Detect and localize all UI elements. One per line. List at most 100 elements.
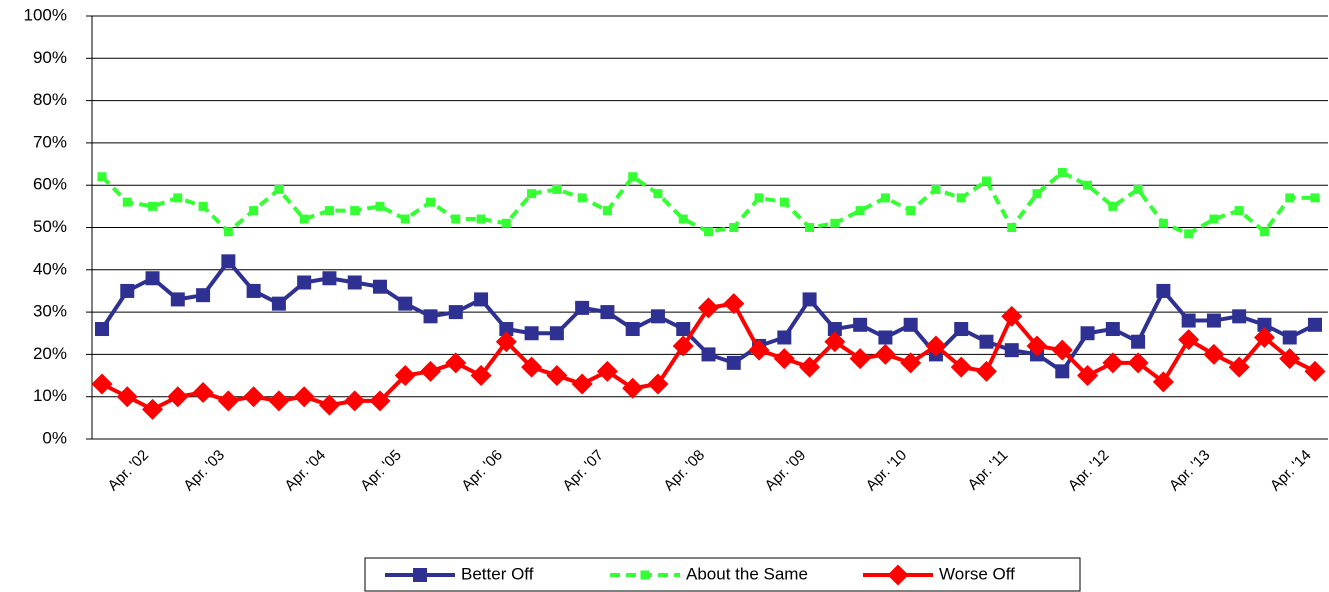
data-point (1156, 283, 1171, 298)
data-point (900, 352, 922, 374)
data-point (170, 292, 185, 307)
x-tick-label: Apr. '06 (458, 447, 506, 495)
data-point (297, 275, 312, 290)
data-point (246, 283, 261, 298)
data-point (802, 292, 817, 307)
data-point (600, 305, 615, 320)
data-point (423, 309, 438, 324)
legend-box (364, 557, 1081, 592)
data-point (1055, 364, 1070, 379)
data-point (1057, 168, 1067, 178)
data-point (400, 214, 410, 224)
data-point (849, 348, 871, 370)
data-point (344, 390, 366, 412)
data-point (748, 339, 770, 361)
data-point (1253, 326, 1275, 348)
data-point (372, 279, 387, 294)
data-point (830, 218, 840, 228)
data-point (1228, 356, 1250, 378)
data-point (925, 335, 947, 357)
data-point (426, 197, 436, 207)
data-point (97, 172, 107, 182)
data-point (698, 297, 719, 319)
data-point (552, 184, 562, 194)
data-point (499, 322, 514, 337)
data-point (148, 201, 158, 211)
data-point (299, 214, 309, 224)
x-tick-label: Apr. '09 (762, 447, 810, 495)
data-point (1102, 352, 1124, 374)
y-tick-label: 30% (33, 302, 67, 321)
data-point (575, 300, 590, 315)
y-tick-label: 20% (33, 344, 67, 363)
data-point (628, 172, 638, 182)
data-point (754, 193, 764, 203)
data-point (729, 223, 739, 232)
data-point (853, 317, 868, 332)
data-point (1133, 184, 1143, 194)
data-point (198, 201, 208, 211)
data-point (975, 360, 997, 382)
data-point (398, 296, 413, 311)
data-point (375, 201, 385, 211)
x-tick-label: Apr. '07 (559, 447, 607, 495)
data-point (448, 305, 463, 320)
data-point (223, 227, 233, 237)
data-point (546, 365, 568, 387)
data-point (625, 322, 640, 337)
data-point (91, 373, 113, 395)
data-point (318, 394, 340, 416)
legend-marker (413, 568, 427, 582)
data-point (878, 330, 893, 345)
data-point (221, 254, 236, 269)
x-tick-label: Apr. '13 (1166, 447, 1214, 495)
data-point (1077, 365, 1099, 387)
data-point (1108, 201, 1118, 211)
legend-label: About the Same (686, 564, 808, 583)
data-point (420, 360, 442, 382)
data-point (704, 227, 713, 237)
legend-item: Better Off (385, 564, 534, 583)
y-tick-label: 60% (33, 175, 67, 194)
data-point (1007, 223, 1017, 232)
data-point (501, 218, 511, 228)
x-tick-label: Apr. '14 (1267, 447, 1315, 495)
data-point (350, 206, 360, 216)
data-point (1178, 329, 1200, 351)
data-point (1234, 206, 1244, 216)
data-point (799, 356, 821, 378)
y-tick-label: 10% (33, 386, 67, 405)
data-point (1285, 193, 1295, 203)
data-point (1051, 339, 1073, 361)
data-point (726, 355, 741, 370)
data-point (243, 386, 265, 408)
data-point (122, 197, 132, 207)
data-point (495, 331, 517, 353)
data-point (1080, 326, 1095, 341)
x-tick-label: Apr. '05 (357, 447, 405, 495)
data-point (1105, 322, 1120, 337)
data-point (1158, 218, 1168, 228)
data-point (1181, 313, 1196, 328)
data-point (1184, 229, 1194, 239)
data-point (880, 193, 890, 203)
data-point (95, 322, 109, 337)
data-point (1279, 348, 1301, 370)
data-point (347, 275, 362, 290)
data-point (1308, 317, 1322, 332)
data-point (855, 206, 865, 216)
x-tick-label: Apr. '11 (965, 447, 1012, 494)
data-point (931, 184, 941, 194)
data-point (773, 348, 795, 370)
legend-label: Better Off (461, 564, 534, 583)
data-point (903, 317, 918, 332)
data-point (1131, 334, 1146, 349)
data-point (369, 390, 391, 412)
data-point (1304, 360, 1326, 382)
data-point (827, 322, 842, 337)
data-point (1026, 335, 1048, 357)
data-point (1004, 343, 1019, 358)
data-point (549, 326, 564, 341)
data-point (470, 365, 492, 387)
